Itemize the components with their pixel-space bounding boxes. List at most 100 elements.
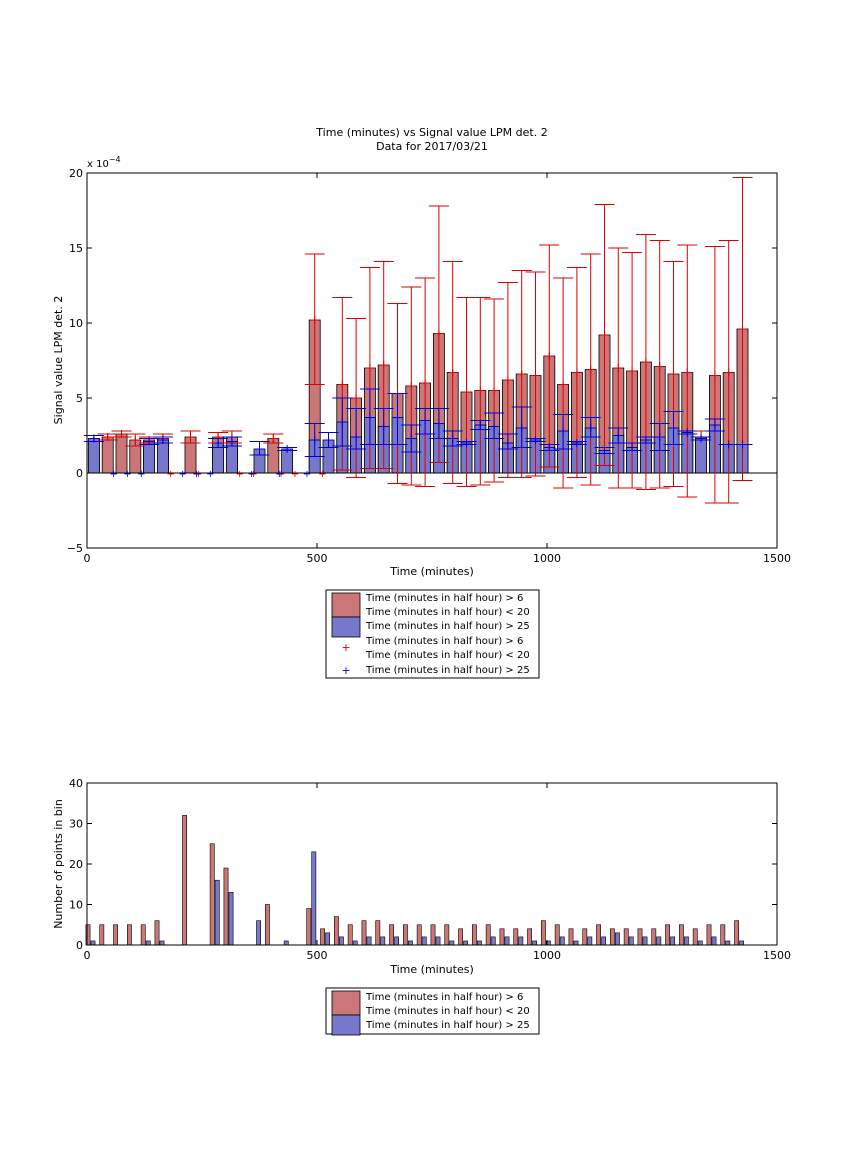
blue-count-bar-47	[739, 940, 744, 946]
blue-count-bar-4	[145, 940, 151, 946]
count-axes-ticks: 0 500 1000 1500 0 10 20 30 40	[69, 777, 791, 962]
red-count-bar-9	[209, 843, 215, 946]
red-count-bar-17	[320, 928, 325, 946]
legend-plus-blue: +	[341, 664, 350, 677]
x-tick-label-2: 1000	[533, 552, 561, 565]
legend-label-blue-bars: Time (minutes in half hour) > 25	[365, 621, 530, 632]
legend-label-red-errors-line2: Time (minutes in half hour) < 20	[365, 650, 530, 661]
blue-count-bar-31	[518, 936, 524, 946]
blue-count-bar-41	[656, 936, 662, 946]
y-axis-label: Signal value LPM det. 2	[52, 296, 65, 425]
red-empty-marker-14: +	[277, 469, 285, 480]
blue-empty-marker-6: +	[179, 469, 187, 480]
count-y-axis-label: Number of points in bin	[52, 799, 65, 929]
y-tick-label-3: 10	[69, 317, 83, 330]
chart-title: Time (minutes) vs Signal value LPM det. …	[315, 126, 547, 139]
count-x-tick-label-2: 1000	[533, 949, 561, 962]
count-legend-label-blue: Time (minutes in half hour) > 25	[365, 1020, 530, 1031]
legend-label-red-errors: Time (minutes in half hour) > 6 Time (mi…	[365, 636, 530, 661]
red-count-bar-44	[692, 928, 698, 946]
signal-plot-area: + + + + + + ++ + + + + + + + +	[83, 177, 777, 504]
blue-empty-marker-15: +	[303, 469, 311, 480]
legend-swatch-red	[331, 592, 361, 618]
red-count-bar-26	[444, 924, 450, 946]
blue-bar-0	[87, 438, 100, 474]
legend-label-red-bars-line1: Time (minutes in half hour) > 6	[365, 593, 523, 604]
red-count-bar-46	[720, 924, 726, 946]
red-count-bar-1	[99, 924, 105, 946]
red-count-bar-38	[609, 928, 615, 946]
x-tick-label-3: 1500	[763, 552, 791, 565]
red-count-bar-16	[306, 908, 312, 946]
red-count-bar-40	[637, 928, 643, 946]
blue-count-bar-45	[711, 936, 717, 946]
legend-plus-red: +	[341, 641, 350, 654]
red-count-bar-25	[430, 924, 436, 946]
legend-label-red-errors-line1: Time (minutes in half hour) > 6	[365, 636, 523, 647]
blue-count-bar-19	[352, 940, 358, 946]
blue-count-bar-38	[614, 932, 620, 946]
red-count-bar-7	[182, 815, 187, 946]
count-legend-box	[325, 987, 540, 1035]
legend-box	[325, 589, 540, 679]
red-count-bar-24	[416, 924, 422, 946]
count-legend-label-red-line2: Time (minutes in half hour) < 20	[365, 1006, 530, 1017]
red-count-bar-2	[113, 924, 118, 946]
count-x-tick-label-1: 500	[307, 949, 328, 962]
red-empty-marker-11: +	[236, 469, 244, 480]
red-count-bar-42	[665, 924, 670, 946]
red-count-bar-39	[623, 928, 629, 946]
signal-chart: Time (minutes) vs Signal value LPM det. …	[52, 126, 791, 679]
red-count-bar-45	[706, 924, 712, 946]
count-legend-label-red-line1: Time (minutes in half hour) > 6	[365, 992, 523, 1003]
blue-count-bar-12	[256, 920, 261, 946]
red-count-bar-13	[264, 904, 270, 946]
blue-count-bar-18	[338, 936, 344, 946]
red-count-bar-21	[375, 920, 381, 946]
blue-count-bar-0	[90, 940, 96, 946]
count-y-tick-label-0: 0	[76, 939, 83, 952]
blue-count-bar-16	[311, 851, 317, 946]
red-count-bar-30	[499, 928, 505, 946]
count-y-tick-label-3: 30	[69, 818, 83, 831]
red-count-bar-36	[582, 928, 588, 946]
red-empty-marker-6: +	[167, 469, 175, 480]
red-count-bar-4	[140, 924, 146, 946]
red-count-bar-35	[568, 928, 574, 946]
count-x-tick-label-0: 0	[84, 949, 91, 962]
count-legend-label-red: Time (minutes in half hour) > 6 Time (mi…	[365, 992, 530, 1017]
red-empty-marker-15: +	[291, 469, 299, 480]
chart-subtitle: Data for 2017/03/21	[376, 140, 488, 153]
y-exponent-base: x 10	[87, 159, 109, 170]
count-y-tick-label-2: 20	[69, 858, 83, 871]
y-tick-label-5: 20	[69, 167, 83, 180]
signal-legend: Time (minutes in half hour) > 6 Time (mi…	[325, 589, 540, 679]
y-exponent-label: x 10−4	[87, 155, 121, 170]
blue-count-bar-24	[421, 936, 427, 946]
blue-empty-marker-1: +	[110, 469, 118, 480]
blue-count-bar-27	[463, 940, 468, 946]
blue-count-bar-34	[559, 936, 565, 946]
red-count-bar-47	[734, 920, 739, 946]
red-count-bar-33	[540, 920, 546, 946]
blue-count-bar-25	[435, 936, 441, 946]
count-y-tick-label-1: 10	[69, 899, 83, 912]
blue-count-bar-29	[490, 936, 496, 946]
blue-empty-marker-13: +	[275, 469, 283, 480]
blue-count-bar-43	[683, 936, 689, 946]
blue-bar-44	[695, 438, 708, 474]
red-count-bar-18	[333, 916, 339, 946]
blue-count-bar-20	[366, 936, 372, 946]
count-legend-swatch-blue	[331, 1014, 361, 1036]
blue-count-bar-42	[670, 936, 675, 946]
legend-swatch-blue	[331, 616, 361, 638]
red-count-bar-22	[389, 924, 394, 946]
red-count-bar-23	[402, 924, 408, 946]
red-count-bar-27	[458, 928, 463, 946]
blue-count-bar-21	[380, 936, 386, 946]
blue-count-bar-39	[628, 936, 634, 946]
red-count-bar-20	[361, 920, 367, 946]
blue-count-bar-46	[725, 940, 731, 946]
